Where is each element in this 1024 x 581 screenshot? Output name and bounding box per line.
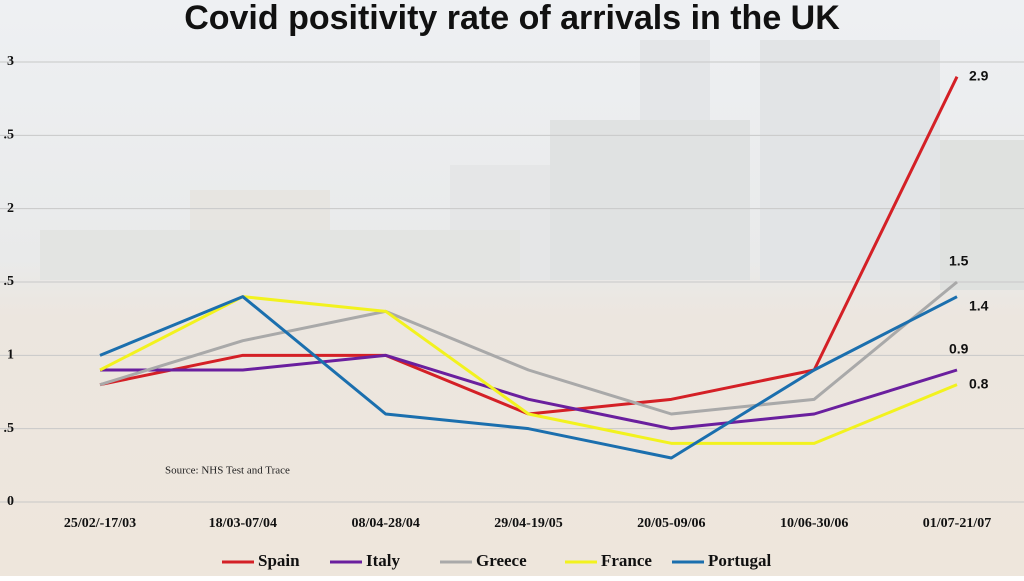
source-note: Source: NHS Test and Trace xyxy=(165,465,290,477)
legend-label: Italy xyxy=(366,551,401,570)
y-tick-label: 3 xyxy=(7,54,14,69)
chart-title: Covid positivity rate of arrivals in the… xyxy=(184,0,840,37)
legend-label: Greece xyxy=(476,551,527,570)
y-tick-label: 2 xyxy=(7,201,14,216)
series-line xyxy=(99,280,958,416)
x-tick-label: 20/05-09/06 xyxy=(637,516,705,531)
value-label: 0.8 xyxy=(969,375,989,391)
series-line xyxy=(100,353,958,431)
x-tick-label: 29/04-19/05 xyxy=(494,516,562,531)
legend-label: Portugal xyxy=(708,551,772,570)
y-tick-label: .5 xyxy=(4,421,15,436)
x-tick-label: 01/07-21/07 xyxy=(923,516,991,531)
series-line xyxy=(99,295,958,460)
legend-label: Spain xyxy=(258,551,300,570)
value-label: 2.9 xyxy=(969,67,989,83)
x-tick-label: 18/03-07/04 xyxy=(209,516,277,531)
y-tick-label: .5 xyxy=(4,128,15,143)
x-tick-label: 10/06-30/06 xyxy=(780,516,848,531)
y-tick-label: 0 xyxy=(7,494,14,509)
legend-label: France xyxy=(601,551,652,570)
x-tick-label: 08/04-28/04 xyxy=(351,516,419,531)
y-tick-label: 1 xyxy=(7,348,14,363)
value-label: 0.9 xyxy=(949,341,969,357)
value-label: 1.4 xyxy=(969,297,989,313)
y-tick-label: .5 xyxy=(4,274,15,289)
value-label: 1.5 xyxy=(949,253,969,269)
x-tick-label: 25/02/-17/03 xyxy=(64,516,136,531)
